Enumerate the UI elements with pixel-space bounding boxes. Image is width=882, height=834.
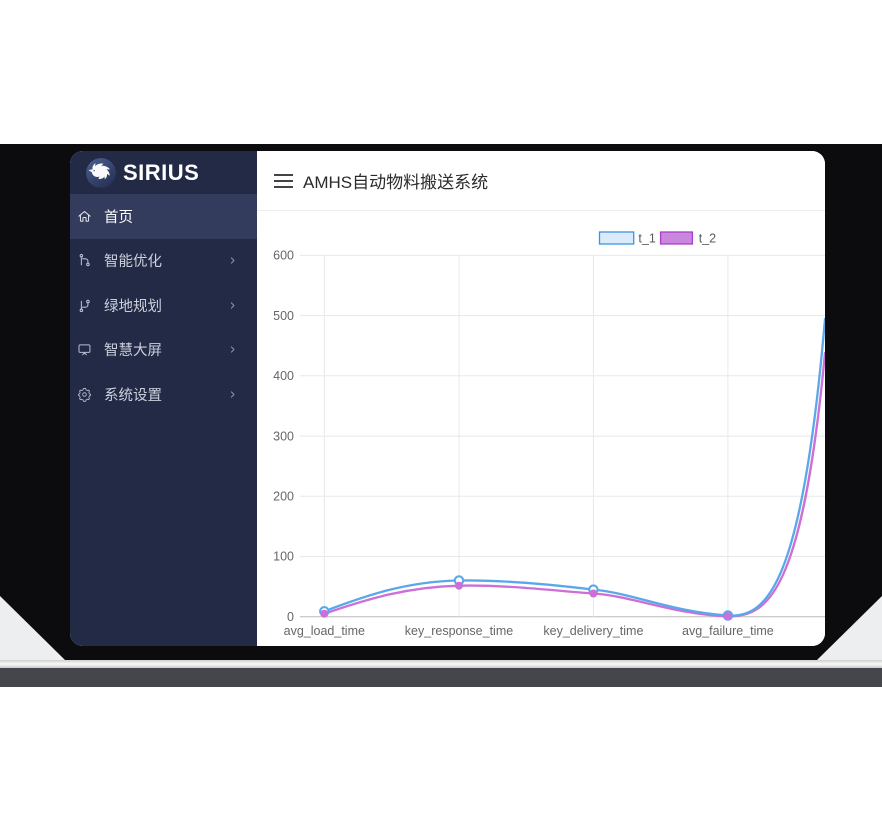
svg-text:key_response_time: key_response_time (405, 624, 513, 638)
svg-text:100: 100 (273, 550, 294, 564)
svg-text:avg_load_time: avg_load_time (284, 624, 365, 638)
svg-text:500: 500 (273, 309, 294, 323)
svg-text:400: 400 (273, 369, 294, 383)
svg-text:600: 600 (273, 249, 294, 263)
svg-text:t_1: t_1 (638, 231, 655, 245)
svg-text:t_2: t_2 (699, 231, 716, 245)
svg-text:avg_failure_time: avg_failure_time (682, 624, 774, 638)
svg-text:key_delivery_time: key_delivery_time (543, 624, 643, 638)
svg-text:200: 200 (273, 490, 294, 504)
svg-text:0: 0 (287, 610, 294, 624)
svg-text:300: 300 (273, 429, 294, 443)
